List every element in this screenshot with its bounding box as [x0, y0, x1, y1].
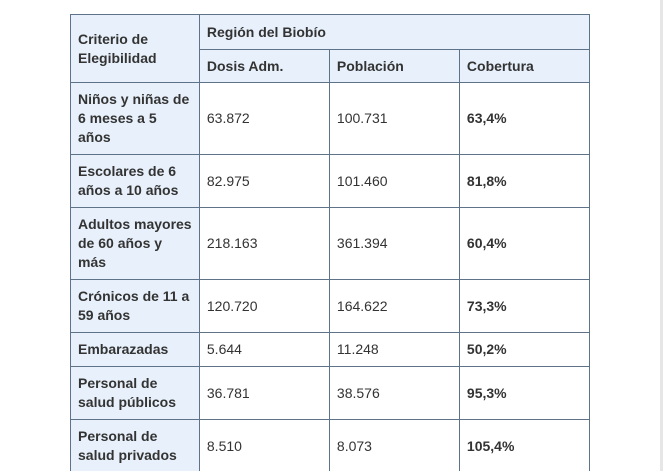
dosis-cell: 5.644 — [198, 332, 330, 367]
cobertura-cell: 73,3% — [458, 279, 591, 333]
poblacion-cell: 101.460 — [328, 154, 460, 208]
criterio-cell: Personal de salud privados — [70, 419, 200, 471]
dosis-cell: 63.872 — [198, 82, 330, 155]
cobertura-cell: 50,2% — [458, 332, 591, 367]
table-row: Crónicos de 11 a 59 años 120.720 164.622… — [70, 279, 591, 333]
header-poblacion: Población — [328, 49, 460, 83]
criterio-cell: Personal de salud públicos — [70, 366, 200, 420]
criterio-cell: Adultos mayores de 60 años y más — [70, 207, 200, 280]
header-cobertura: Cobertura — [458, 49, 591, 83]
dosis-cell: 82.975 — [198, 154, 330, 208]
table-row: Niños y niñas de 6 meses a 5 años 63.872… — [70, 82, 591, 155]
header-criterio: Criterio de Elegibilidad — [70, 14, 200, 83]
poblacion-cell: 164.622 — [328, 279, 460, 333]
table-row: Escolares de 6 años a 10 años 82.975 101… — [70, 154, 591, 208]
header-region: Región del Biobío — [198, 14, 591, 50]
cobertura-cell: 60,4% — [458, 207, 591, 280]
scrollbar[interactable] — [660, 0, 663, 471]
dosis-cell: 8.510 — [198, 419, 330, 471]
cobertura-cell: 63,4% — [458, 82, 591, 155]
criterio-cell: Embarazadas — [70, 332, 200, 367]
criterio-cell: Niños y niñas de 6 meses a 5 años — [70, 82, 200, 155]
cobertura-cell: 81,8% — [458, 154, 591, 208]
dosis-cell: 36.781 — [198, 366, 330, 420]
table-row: Adultos mayores de 60 años y más 218.163… — [70, 207, 591, 280]
cobertura-cell: 105,4% — [458, 419, 591, 471]
table-row: Personal de salud privados 8.510 8.073 1… — [70, 419, 591, 471]
poblacion-cell: 38.576 — [328, 366, 460, 420]
table-row: Embarazadas 5.644 11.248 50,2% — [70, 332, 591, 367]
poblacion-cell: 100.731 — [328, 82, 460, 155]
table-header-row: Criterio de Elegibilidad Región del Biob… — [70, 14, 591, 83]
criterio-cell: Escolares de 6 años a 10 años — [70, 154, 200, 208]
cobertura-cell: 95,3% — [458, 366, 591, 420]
poblacion-cell: 8.073 — [328, 419, 460, 471]
header-dosis: Dosis Adm. — [198, 49, 330, 83]
dosis-cell: 120.720 — [198, 279, 330, 333]
table-subheader-row: Dosis Adm. Población Cobertura — [71, 49, 591, 83]
poblacion-cell: 11.248 — [328, 332, 460, 367]
criterio-cell: Crónicos de 11 a 59 años — [70, 279, 200, 333]
poblacion-cell: 361.394 — [328, 207, 460, 280]
coverage-table: Criterio de Elegibilidad Región del Biob… — [70, 14, 591, 471]
table-row: Personal de salud públicos 36.781 38.576… — [70, 366, 591, 420]
dosis-cell: 218.163 — [198, 207, 330, 280]
